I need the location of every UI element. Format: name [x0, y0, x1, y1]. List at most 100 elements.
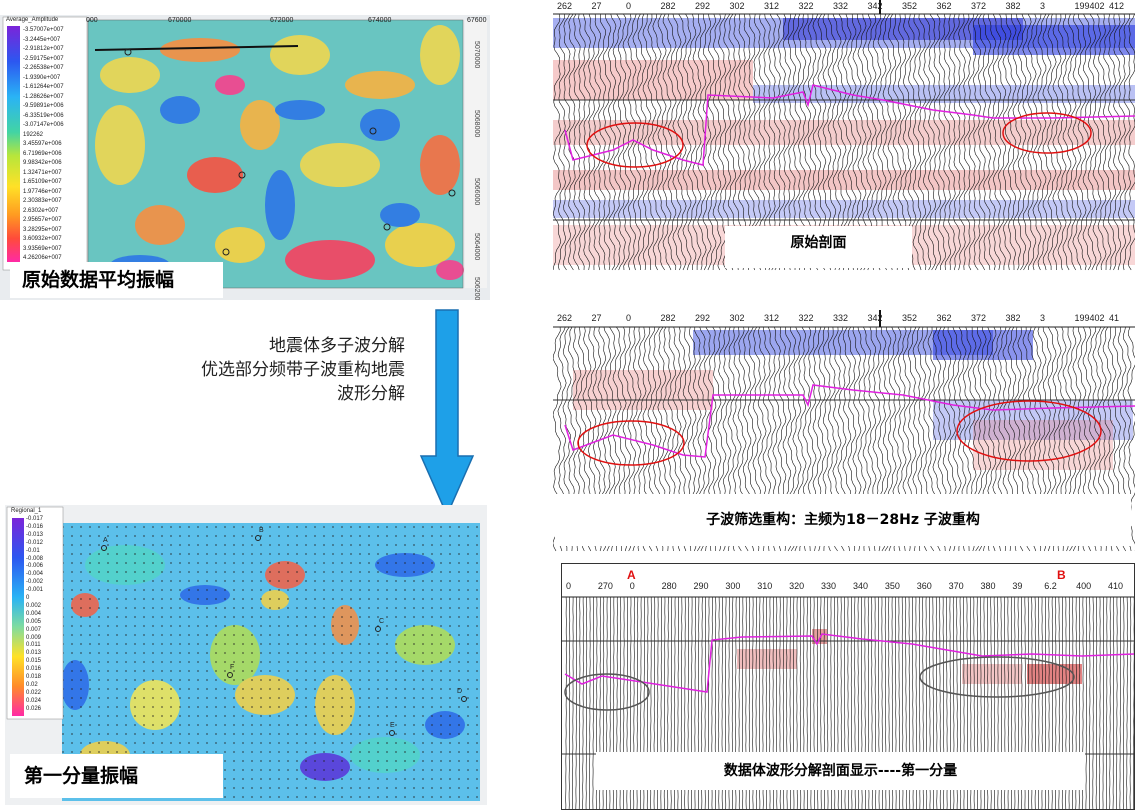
trace-tick: 372 [971, 313, 987, 323]
seismic-trace [612, 13, 622, 271]
trace-tick: 3 [1040, 313, 1046, 323]
trace-tick: 300 [725, 581, 741, 591]
amplitude-band [783, 18, 1023, 40]
trace-tick: 372 [971, 1, 987, 11]
seismic-trace [1017, 13, 1027, 271]
trace-tick: 41 [1109, 313, 1120, 323]
seismic-trace [1133, 596, 1134, 809]
seismic-trace [682, 13, 692, 271]
trace-tick: 199402 [1074, 1, 1105, 11]
seismic-trace [1052, 13, 1062, 271]
seismic-trace [973, 13, 981, 271]
trace-tick: 27 [591, 313, 602, 323]
legend-title: Average_Amplitude [6, 17, 59, 23]
trace-tick: 320 [789, 581, 805, 591]
seismic-trace [1007, 13, 1017, 270]
trace-tick: 382 [1005, 313, 1021, 323]
seismic-trace [977, 13, 987, 271]
seismic-trace [1002, 13, 1012, 271]
seismic-trace [948, 13, 956, 271]
seismic-trace [589, 596, 591, 809]
down-arrow-icon [419, 309, 475, 517]
axis-strip [553, 310, 1135, 327]
legend-value: 2.30383e+007 [23, 198, 62, 204]
process-line-3: 波形分解 [337, 384, 405, 404]
trace-tick: 312 [764, 313, 780, 323]
trace-tick: 312 [764, 1, 780, 11]
seismic-trace [1062, 13, 1072, 271]
seismic-trace [1108, 13, 1117, 271]
anomaly-outline [564, 673, 650, 711]
amplitude-band [553, 170, 1135, 190]
seismic-trace [692, 13, 702, 270]
legend-value: 0.022 [26, 689, 42, 696]
seismic-trace [1012, 13, 1022, 271]
trace-tick: 370 [948, 581, 964, 591]
y-tick: 5062000 [473, 277, 480, 300]
well-label: C [379, 618, 385, 625]
legend-value: 0.018 [26, 674, 42, 680]
seismic-trace [667, 13, 677, 271]
legend-value: 3.93569e+007 [23, 245, 62, 252]
amplitude-band [737, 649, 797, 669]
seismic-trace [1087, 13, 1097, 271]
x-tick: 670000 [168, 17, 192, 24]
seismic-trace [1102, 13, 1112, 271]
anomaly-outline [956, 400, 1102, 462]
seismic-trace [1109, 596, 1111, 809]
legend-value: 0.005 [26, 618, 42, 625]
section1-caption: 原始剖面 [725, 226, 912, 268]
legend-value: 0.026 [26, 705, 42, 712]
seismic-trace [672, 13, 682, 271]
legend-value: -2.91812e+007 [23, 46, 64, 52]
trace-tick: 412 [1109, 1, 1125, 11]
seismic-trace [1112, 596, 1115, 809]
seismic-trace [568, 13, 576, 271]
seismic-trace [553, 13, 562, 271]
horizon-line [564, 633, 1134, 693]
legend-value: -2.26538e+007 [23, 65, 64, 71]
map-top-label: 原始数据平均振幅 [10, 262, 223, 298]
seismic-trace [938, 13, 947, 271]
well-label: D [457, 688, 463, 695]
seismic-trace [702, 13, 712, 271]
x-tick: 000 [86, 17, 98, 24]
legend-value: 9.98342e+006 [23, 160, 62, 166]
well-a-label: A [627, 568, 636, 582]
legend-value: -0.002 [26, 579, 44, 586]
seismic-trace [707, 13, 717, 271]
well-label: E [390, 722, 395, 729]
well-label: A [103, 537, 108, 544]
seismic-trace [997, 13, 1007, 270]
seismic-trace [642, 13, 652, 271]
seismic-trace [657, 13, 667, 271]
anomaly-outline [919, 656, 1075, 698]
legend-value: -0.01 [26, 547, 40, 554]
trace-tick: 3 [1040, 1, 1046, 11]
seismic-trace [598, 13, 606, 271]
seismic-trace [562, 13, 571, 271]
seismic-trace [943, 13, 951, 271]
trace-tick: 310 [757, 581, 773, 591]
section3-caption: 数据体波形分解剖面显示----第一分量 [596, 752, 1085, 790]
trace-tick: 27 [591, 1, 602, 11]
trace-tick: 322 [798, 313, 814, 323]
seismic-trace [1095, 596, 1098, 809]
legend-value: 1.65109e+007 [23, 179, 62, 185]
process-line-2: 优选部分频带子波重构地震 [201, 360, 405, 380]
seismic-trace [912, 13, 922, 271]
trace-tick: 282 [660, 1, 676, 11]
legend-value: 0.009 [26, 634, 42, 641]
seismic-trace [1122, 596, 1125, 809]
trace-tick: 332 [833, 1, 849, 11]
trace-tick: 282 [660, 313, 676, 323]
seismic-trace [1106, 596, 1108, 809]
seismic-trace [585, 596, 588, 809]
legend-value: -9.59891e+006 [23, 103, 64, 109]
seismic-trace [565, 596, 567, 809]
seismic-trace [1022, 13, 1032, 271]
y-tick: 5070000 [473, 41, 480, 69]
seismic-trace [607, 13, 617, 271]
seismic-trace [717, 13, 727, 271]
legend-value: -1.28626e+007 [23, 93, 64, 100]
